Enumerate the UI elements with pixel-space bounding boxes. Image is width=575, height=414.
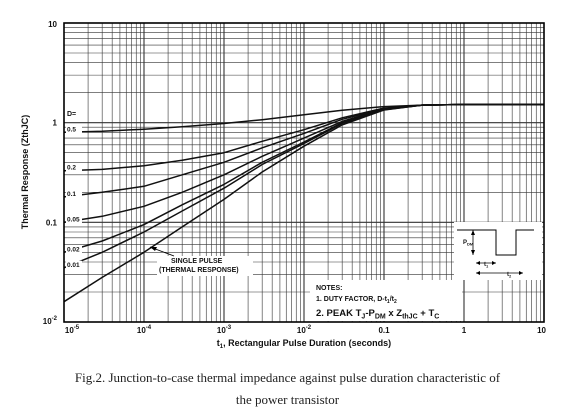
single-pulse-label: SINGLE PULSE — [171, 258, 223, 265]
t2-label: t2 — [507, 272, 512, 279]
y-tick-label: 10 — [48, 20, 57, 29]
series-group — [64, 103, 544, 303]
figure-caption-line-1: Fig.2. Junction-to-case thermal impedanc… — [74, 370, 501, 385]
y-tick-label: 10-2 — [43, 316, 58, 326]
thermal-response-chart: 10-5 10-4 10-3 10-2 0.1 1 10 10-2 0.1 1 10 Thermal… — [20, 20, 547, 350]
x-tick-label: 10-4 — [137, 325, 152, 335]
y-axis-label: Thermal Response (ZthJC) — [20, 115, 30, 230]
notes-line-1: 1. DUTY FACTOR, D-t1/t2 — [316, 296, 397, 305]
y-tick-label: 0.1 — [46, 218, 58, 227]
series-label-0-01: 0.01 — [67, 262, 80, 269]
series-line-single — [64, 103, 544, 303]
t1-label: t1 — [484, 262, 489, 269]
x-tick-label: 10 — [537, 326, 546, 335]
series-label-0-5: 0.5 — [67, 126, 76, 133]
plot-frame — [63, 22, 545, 323]
notes-title: NOTES: — [316, 285, 342, 292]
notes-line-2: 2. PEAK TJ-PDM x ZthJC + TC — [316, 308, 439, 321]
series-label-0-02: 0.02 — [67, 246, 80, 253]
tick-labels: 10-5 10-4 10-3 10-2 0.1 1 10 10-2 0.1 1 10 — [43, 20, 547, 335]
x-tick-label: 10-5 — [65, 325, 80, 335]
figure-caption-line-2: the power transistor — [235, 392, 340, 407]
series-label-0-1: 0.1 — [67, 191, 76, 198]
series-label-0-05: 0.05 — [67, 216, 80, 223]
legend-title: D= — [67, 111, 76, 118]
x-tick-label: 1 — [462, 326, 467, 335]
x-tick-label: 10-2 — [297, 325, 312, 335]
series-labels: 0.5 0.2 0.1 0.05 0.02 0.01 — [66, 125, 82, 269]
series-label-0-2: 0.2 — [67, 165, 76, 172]
notes-box: NOTES: 1. DUTY FACTOR, D-t1/t2 2. PEAK T… — [310, 280, 462, 321]
x-axis-label: t1, Rectangular Pulse Duration (seconds) — [217, 338, 391, 350]
x-tick-label: 0.1 — [378, 326, 390, 335]
x-tick-label: 10-3 — [217, 325, 232, 335]
pulse-waveform-inset: PDM t1 t2 — [454, 222, 542, 280]
pdm-label: PDM — [463, 240, 474, 247]
y-tick-label: 1 — [53, 119, 58, 128]
single-pulse-annotation: SINGLE PULSE (THERMAL RESPONSE) — [149, 246, 253, 276]
thermal-response-label: (THERMAL RESPONSE) — [159, 267, 239, 274]
